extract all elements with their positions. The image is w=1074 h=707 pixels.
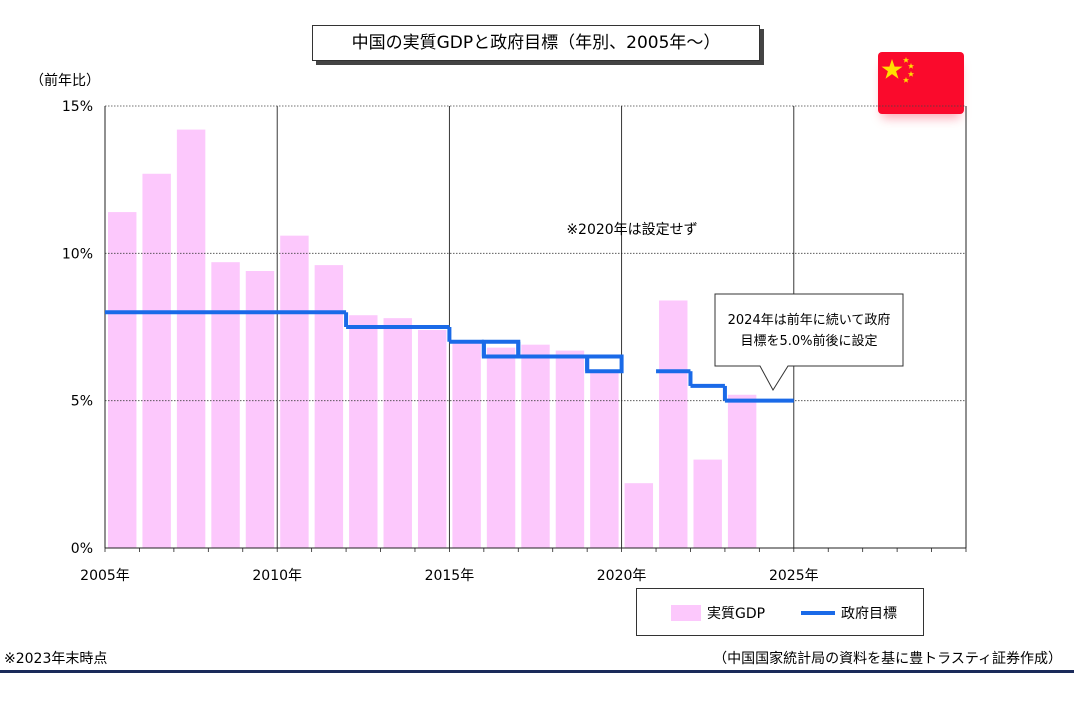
callout-text-2024: 2024年は前年に続いて政府 [728,312,891,328]
callout-box-2024 [714,293,904,391]
gdp-bar [727,394,757,548]
gdp-bar [624,483,654,548]
chart-title: 中国の実質GDPと政府目標（年別、2005年～） [312,25,760,61]
x-tick-label: 2025年 [769,568,819,584]
footnote: ※2023年末時点 [4,651,108,667]
callout-text-2024: 目標を5.0%前後に設定 [740,333,877,349]
gdp-bar [555,350,585,548]
gdp-bar [659,300,688,548]
x-tick-label: 2005年 [80,568,130,584]
gdp-bar [108,212,137,548]
gdp-bar [417,329,447,548]
annotation-no-target-2020: ※2020年は設定せず [566,222,697,238]
gdp-bar [245,271,275,548]
gdp-bar [590,371,619,548]
flag-small-star [907,63,915,69]
flag-small-star [902,57,910,63]
gdp-bar [142,173,171,549]
flag-large-star [881,59,903,79]
y-tick-label: 15% [62,99,93,115]
gdp-bar [314,265,344,548]
source-note: （中国国家統計局の資料を基に豊トラスティ証券作成） [713,651,1062,667]
x-tick-label: 2020年 [597,568,647,584]
x-tick-label: 2015年 [425,568,475,584]
legend-item-gdp: 実質GDP [671,603,765,623]
target-segment [585,354,624,374]
gdp-bar [280,235,309,549]
y-axis-unit-label: （前年比） [30,73,100,89]
legend-swatch-target [801,611,835,615]
y-tick-label: 5% [71,394,93,410]
target-segment [481,339,521,359]
flag-small-star [902,77,910,83]
legend-swatch-gdp [671,605,701,621]
gdp-bar [383,318,412,548]
legend-item-target: 政府目標 [801,603,897,623]
x-tick-label: 2010年 [252,568,302,584]
gdp-bar [521,344,550,548]
gdp-bar [486,347,516,548]
gdp-bar [693,459,722,548]
legend: 実質GDP 政府目標 [636,588,924,636]
bottom-rule [0,670,1074,673]
legend-label-target: 政府目標 [841,606,897,622]
legend-label-gdp: 実質GDP [707,606,766,622]
y-tick-label: 0% [71,541,93,557]
flag-small-star [907,71,915,77]
gdp-bar [452,341,481,548]
y-tick-label: 10% [62,246,93,262]
gdp-bar [176,129,206,548]
gdp-bar [349,315,378,548]
gdp-bar [211,262,240,548]
china-flag-icon [878,52,964,114]
